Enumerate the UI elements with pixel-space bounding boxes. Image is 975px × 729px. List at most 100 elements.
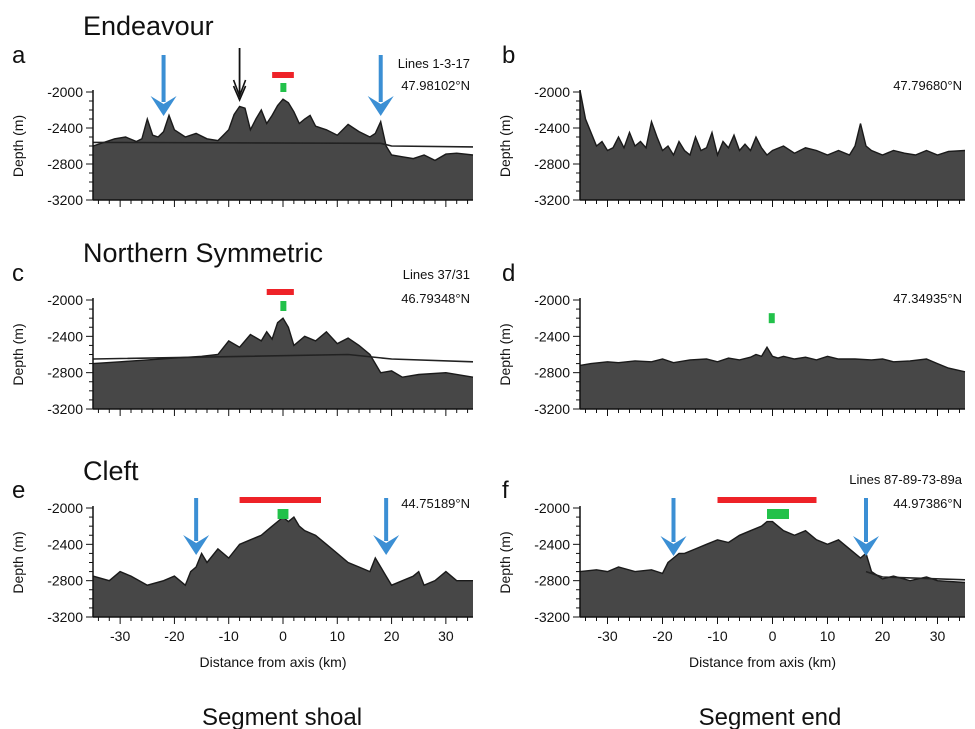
blue-arrow-e-1	[183, 498, 210, 555]
y-tick-label-f: -2800	[534, 573, 570, 589]
panel-letter-f: f	[502, 477, 509, 504]
bathymetry-profile-c	[93, 318, 473, 409]
y-axis-label-d: Depth (m)	[497, 323, 513, 385]
panel-letter-d: d	[502, 260, 515, 287]
red-bar-c	[266, 289, 294, 295]
red-bar-f	[717, 497, 817, 503]
red-bar-a	[272, 72, 294, 78]
annotation-b-1: 47.79680°N	[893, 78, 962, 93]
regional-line-a	[92, 141, 474, 148]
panel-letter-a: a	[12, 42, 26, 69]
y-tick-label-a: -3200	[47, 192, 83, 208]
y-tick-label-d: -3200	[534, 401, 570, 417]
blue-arrow-e-2-head	[373, 535, 400, 555]
annotation-f-2: 44.97386°N	[893, 496, 962, 511]
bathymetry-outline-b	[579, 90, 966, 158]
regional-line-f	[865, 570, 966, 581]
panel-f: f -2000 -2400 -2800 -3200 Depth (m) -30 -20 -10 0…	[497, 472, 966, 670]
x-tick-label-f: -10	[707, 628, 727, 644]
y-tick-label-a: -2800	[47, 156, 83, 172]
blue-arrow-e-1-head	[183, 535, 210, 555]
black-arrow-head-1	[232, 79, 247, 99]
x-tick-label-f: 20	[875, 628, 891, 644]
panel-letter-e: e	[12, 477, 25, 504]
y-axis-label-a: Depth (m)	[10, 115, 26, 177]
y-tick-label-f: -2000	[534, 500, 570, 516]
bathymetry-outline-f	[579, 520, 966, 584]
green-marker-d	[768, 313, 775, 324]
x-tick-label-f: -30	[597, 628, 617, 644]
y-axis-label-b: Depth (m)	[497, 115, 513, 177]
bathymetry-outline-a	[92, 98, 474, 162]
green-marker-a	[280, 83, 287, 92]
segment-title-cleft: Cleft	[83, 456, 139, 486]
annotation-e-1: 44.75189°N	[401, 496, 470, 511]
bathymetry-profile-a	[93, 99, 473, 200]
regional-line-c	[92, 353, 474, 363]
x-tick-label-f: -20	[652, 628, 672, 644]
y-tick-label-e: -2400	[47, 536, 83, 552]
blue-arrow-f-2-head	[853, 536, 879, 556]
annotation-c-2: 46.79348°N	[401, 291, 470, 306]
x-axis-label-f: Distance from axis (km)	[689, 654, 836, 670]
annotation-c-1: Lines 37/31	[403, 267, 470, 282]
black-double-arrow-a	[232, 48, 247, 103]
panel-c: c -2000 -2400 -2800 -3200 Depth (m) Lines 37/3…	[10, 260, 474, 417]
x-tick-label-f: 30	[930, 628, 946, 644]
blue-arrow-a-1-head	[150, 96, 177, 116]
panel-letter-c: c	[12, 260, 24, 287]
y-tick-label-c: -2800	[47, 365, 83, 381]
y-tick-label-b: -2400	[534, 120, 570, 136]
y-axis-label-e: Depth (m)	[10, 531, 26, 593]
blue-arrow-f-1-head	[660, 536, 687, 556]
y-tick-label-a: -2000	[47, 84, 83, 100]
column-label-segment-end: Segment end	[699, 704, 842, 729]
y-tick-label-e: -2000	[47, 500, 83, 516]
green-marker-c	[280, 301, 287, 311]
annotation-d-1: 47.34935°N	[893, 291, 962, 306]
black-arrow-head-2	[232, 85, 247, 103]
x-tick-label-e: -20	[164, 628, 184, 644]
panel-d: d -2000 -2400 -2800 -3200 Depth (m) 47.34935°N	[497, 260, 966, 417]
annotation-f-1: Lines 87-89-73-89a	[849, 472, 963, 487]
bathymetry-profile-f	[580, 521, 965, 617]
y-tick-label-b: -2000	[534, 84, 570, 100]
annotation-a-2: 47.98102°N	[401, 78, 470, 93]
y-tick-label-c: -3200	[47, 401, 83, 417]
y-tick-label-f: -3200	[534, 609, 570, 625]
x-axis-label-e: Distance from axis (km)	[199, 654, 346, 670]
panel-b: b -2000 -2400 -2800 -3200 Depth (m) 47.79680°N	[497, 42, 966, 208]
green-marker-e	[277, 509, 289, 519]
x-tick-label-e: 0	[279, 628, 287, 644]
y-tick-label-c: -2000	[47, 292, 83, 308]
panel-e: e -2000 -2400 -2800 -3200 Depth (m) -30 -20 -10 0…	[10, 477, 473, 670]
x-tick-label-e: -10	[219, 628, 239, 644]
bathymetry-outline-d	[579, 345, 966, 373]
x-tick-label-e: 30	[438, 628, 454, 644]
blue-arrow-f-2	[853, 498, 879, 556]
blue-arrow-a-2	[367, 55, 394, 116]
blue-arrow-e-2	[373, 498, 400, 555]
bathymetry-profile-b	[580, 90, 965, 200]
panel-letter-b: b	[502, 42, 515, 69]
y-axis-label-f: Depth (m)	[497, 531, 513, 593]
y-tick-label-f: -2400	[534, 536, 570, 552]
y-tick-label-d: -2800	[534, 365, 570, 381]
y-tick-label-b: -2800	[534, 156, 570, 172]
y-axis-label-c: Depth (m)	[10, 323, 26, 385]
x-tick-label-e: -30	[110, 628, 130, 644]
y-tick-label-c: -2400	[47, 328, 83, 344]
bathymetry-outline-c	[92, 317, 474, 378]
annotation-a-1: Lines 1-3-17	[398, 56, 470, 71]
segment-title-northern-symmetric: Northern Symmetric	[83, 238, 323, 268]
y-tick-label-b: -3200	[534, 192, 570, 208]
blue-arrow-f-1	[660, 498, 687, 556]
green-marker-f	[767, 509, 789, 519]
panel-a: a -2000 -2400 -2800 -3200 Depth (m) Lines 1-3-…	[10, 42, 474, 208]
bathymetry-outline-e	[92, 516, 473, 587]
red-bar-e	[239, 497, 321, 503]
y-tick-label-d: -2400	[534, 328, 570, 344]
x-tick-label-e: 20	[384, 628, 400, 644]
x-tick-label-f: 0	[769, 628, 777, 644]
